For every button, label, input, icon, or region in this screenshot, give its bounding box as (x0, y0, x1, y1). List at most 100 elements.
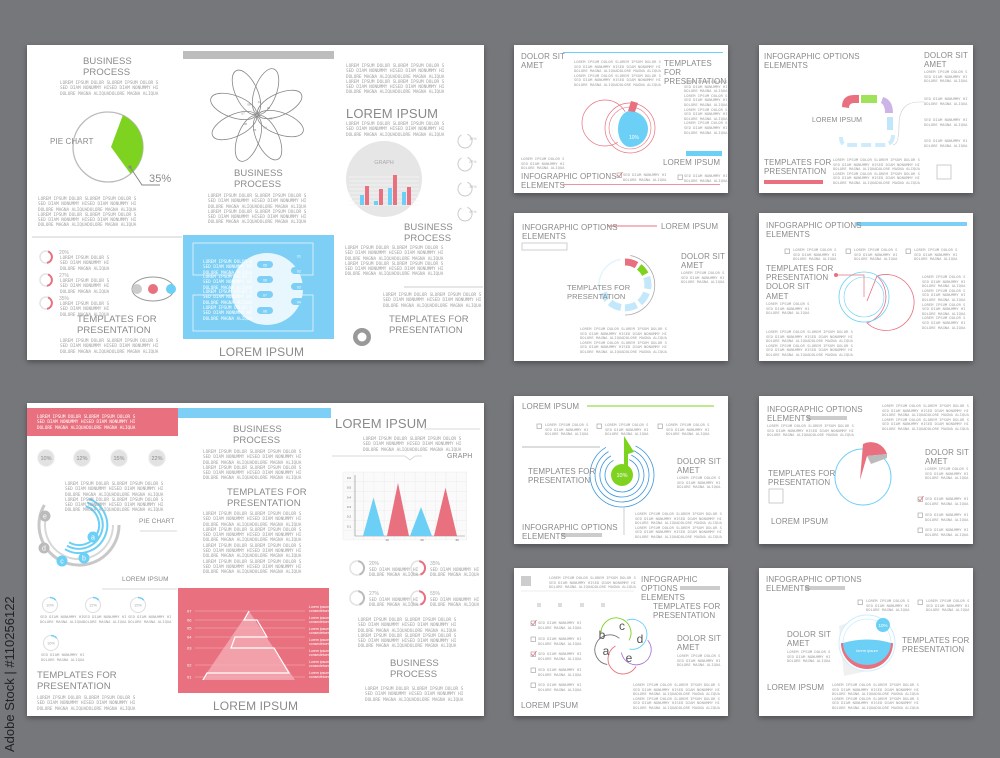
stat-value: 10% (40, 456, 51, 462)
step-pill[interactable] (257, 291, 273, 298)
step-pill[interactable] (291, 252, 307, 259)
pie-pointer (129, 166, 160, 186)
checkbox[interactable] (768, 488, 784, 504)
slide-graphics (521, 225, 657, 316)
step-number: 05 (263, 264, 267, 268)
ring-value: 15% (469, 137, 477, 141)
checkbox[interactable] (936, 164, 952, 180)
filler-text: LOREM IPSUM DOLOR SLOREM IPSUM DOLOR S S… (549, 575, 636, 590)
checkbox[interactable] (917, 599, 923, 605)
filler-text: SED DIAM NONUMMY HI DOLORE MAGNA ALIQUA (538, 667, 582, 677)
header-bar (183, 51, 334, 59)
slide-graphics (784, 222, 967, 331)
step-number: 08 (263, 310, 267, 314)
checkbox[interactable] (536, 423, 542, 429)
checkbox[interactable] (677, 174, 683, 180)
checkbox[interactable] (530, 620, 536, 626)
pyramid-note: Lorem ipsum consectetuer (309, 616, 330, 624)
slide-graphics: 10% lorem ipsum (805, 586, 923, 676)
filler-text: LOREM IPSUM DOLOR SLOREM IPSUM DOLOR S S… (37, 415, 136, 431)
pyramid-level: 02 (187, 663, 192, 668)
checkbox[interactable] (596, 423, 602, 429)
progress-marker (628, 101, 638, 112)
slide-bowl-circle[interactable]: 10% lorem ipsum INFOGRAPHIC OPTIONS ELEMEN… (759, 568, 973, 716)
slide-pie-wedge[interactable]: INFOGRAPHIC OPTIONS ELEMENTS LOREM IPSUM … (759, 396, 973, 544)
stat-value: 12% (76, 456, 87, 462)
connector-line (892, 101, 924, 146)
filler-text: LOREM IPSUM DOLOR S SED DIAM NONUMMY HI … (866, 598, 910, 613)
stock-id-watermark: Adobe Stock | #110256122 (2, 596, 17, 752)
checkbox[interactable] (530, 636, 536, 642)
filler-text: SED DIAM NONUMMY HI DOLORE MAGNA ALIQUA (430, 568, 480, 579)
stat-badge (73, 449, 91, 467)
slide-title: LOREM IPSUM (213, 699, 299, 713)
slide-heading: TEMPLATES FOR PRESENTATION (664, 59, 727, 87)
filler-text: LOREM IPSUM DOLOR SLOREM IPSUM DOLOR S S… (383, 293, 482, 309)
percent-value: 35% (59, 296, 70, 302)
step-pill[interactable] (291, 283, 307, 290)
step-number: 02 (297, 270, 301, 274)
checkbox[interactable] (857, 599, 863, 605)
step-pill[interactable] (257, 307, 273, 314)
flower-number: 04 (263, 126, 267, 130)
filler-text: LOREM IPSUM DOLOR SLOREM IPSUM DOLOR S S… (346, 122, 445, 138)
step-pill[interactable] (257, 261, 273, 268)
slide-heading: TEMPLATES FOR PRESENTATION (902, 636, 970, 655)
filler-text: LOREM IPSUM DOLOR SLOREM IPSUM DOLOR S S… (767, 423, 854, 438)
checkbox[interactable] (917, 527, 923, 533)
slide-heading: TEMPLATES FOR PRESENTATION (764, 158, 832, 177)
slide-heading: INFOGRAPHIC OPTIONS ELEMENTS (522, 523, 618, 542)
slide-graphics: 10% 12% 15% 22% a b c d e 10% 12% 15% 16% 07 06 05 04 03 0… (27, 408, 480, 693)
checkbox[interactable] (917, 512, 923, 518)
panel-frame (192, 242, 314, 276)
pie-chart-label: PIE CHART (50, 137, 94, 146)
checkbox[interactable] (530, 682, 536, 688)
slide-petal-diagram[interactable]: a b c d e LOREM IPSUM DOLOR SLOREM IPSUM DOLO… (514, 568, 728, 716)
checkbox[interactable] (845, 248, 851, 254)
slide-venn-circle[interactable]: 10% DOLOR SIT AMET LOREM IPSUM DOLOR SLORE… (514, 45, 728, 193)
node-letter: b (82, 556, 86, 563)
filler-text: LOREM IPSUM DOLOR S SED DIAM NONUMMY HI … (203, 275, 253, 291)
step-pill[interactable] (291, 267, 307, 274)
slide-business-process[interactable]: 01 02 03 04 05 06 07 08 01 02 03 04 05 06 07 08 GRAPH 15%… (27, 45, 484, 360)
y-tick: 0.5 (347, 486, 352, 490)
checkbox[interactable] (657, 423, 663, 429)
slide-target-chart[interactable]: 10% LOREM IPSUM LOREM IPSUM DOLOR S SED DI… (514, 396, 728, 544)
pyramid-level: 07 (187, 609, 192, 614)
node-letter: d (42, 546, 46, 553)
checkbox[interactable] (530, 651, 536, 657)
slide-segment-ring[interactable]: INFOGRAPHIC OPTIONS ELEMENTS LOREM IPSUM T… (514, 213, 728, 361)
slide-graphics (768, 416, 924, 533)
petal (594, 634, 620, 666)
checkbox[interactable] (530, 667, 536, 673)
slide-pyramid-graph[interactable]: 10% 12% 15% 22% a b c d e 10% 12% 15% 16% 07 06 05 04 03 0… (27, 403, 484, 716)
progress-disc (612, 111, 648, 147)
progress-arc (357, 590, 366, 606)
petal-letter: c (619, 619, 625, 633)
target-ring (599, 454, 645, 498)
step-pill[interactable] (291, 298, 307, 305)
letter-node (78, 552, 90, 564)
checkbox[interactable] (784, 248, 790, 254)
slide-split-circle[interactable]: INFOGRAPHIC OPTIONS ELEMENTS LOREM IPSUM … (759, 213, 973, 361)
ring-value: 10% (46, 603, 54, 608)
checkbox[interactable] (917, 496, 923, 502)
graph-bar (388, 188, 392, 205)
target-ring (594, 450, 650, 503)
checkbox[interactable] (616, 172, 622, 178)
ring-value: 40% (469, 210, 477, 214)
flower-number: 08 (247, 103, 251, 107)
pointer-dot (128, 165, 132, 169)
y-tick: 0.4 (347, 495, 352, 499)
target-arrow (624, 436, 634, 466)
slide-graphics: 10% (563, 52, 723, 185)
slide-rounded-ring[interactable]: INFOGRAPHIC OPTIONS ELEMENTS DOLOR SIT AM… (759, 45, 973, 193)
step-pill[interactable] (257, 276, 273, 283)
checkbox[interactable] (905, 248, 911, 254)
slide-title: LOREM IPSUM (219, 345, 305, 359)
input-box[interactable] (521, 242, 568, 251)
slide-heading: LOREM IPSUM (767, 683, 825, 692)
step-number: 07 (263, 294, 267, 298)
slide-heading: TEMPLATES FOR PRESENTATION (389, 314, 469, 336)
